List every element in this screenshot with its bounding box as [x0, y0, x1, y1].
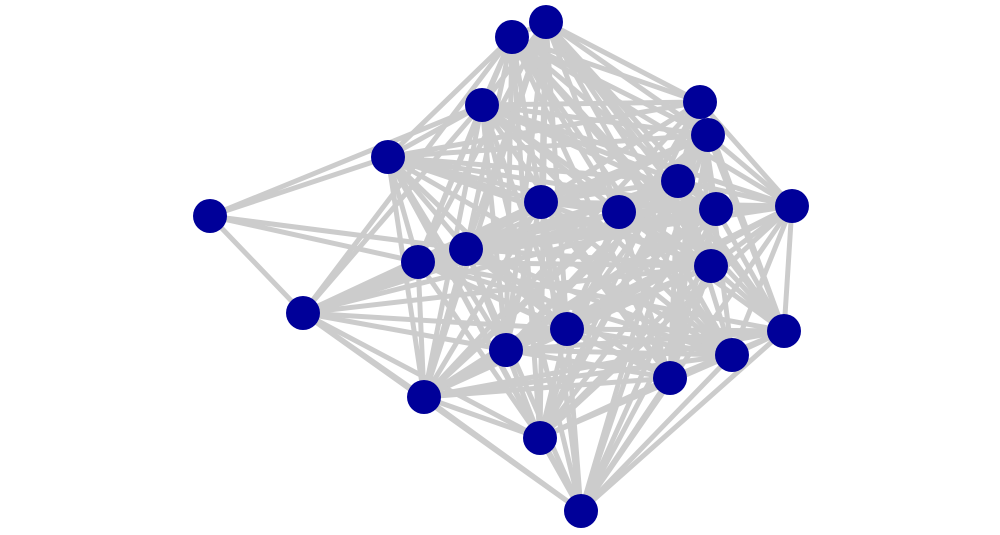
edge: [537, 375, 673, 441]
node: [449, 232, 483, 266]
node: [401, 245, 435, 279]
node: [775, 189, 809, 223]
edge: [578, 375, 673, 514]
node: [495, 20, 529, 54]
node: [653, 361, 687, 395]
node: [694, 249, 728, 283]
edge: [421, 203, 795, 400]
node: [193, 199, 227, 233]
edge: [537, 203, 795, 441]
node: [602, 195, 636, 229]
node: [564, 494, 598, 528]
edge: [503, 328, 787, 353]
edge: [675, 178, 795, 209]
edge: [207, 154, 391, 219]
edge: [509, 34, 795, 209]
node: [523, 421, 557, 455]
node: [524, 185, 558, 219]
node: [529, 5, 563, 39]
edge: [300, 259, 421, 316]
edge: [421, 375, 673, 400]
nodes: [193, 5, 809, 528]
edge: [479, 99, 703, 108]
edge: [543, 19, 703, 105]
edge: [300, 102, 485, 316]
node: [683, 85, 717, 119]
node: [550, 312, 584, 346]
edge: [300, 310, 509, 353]
node: [715, 338, 749, 372]
node: [489, 333, 523, 367]
edge: [415, 259, 543, 441]
node: [286, 296, 320, 330]
edge: [385, 99, 703, 160]
node: [661, 164, 695, 198]
node: [371, 140, 405, 174]
edge: [509, 34, 703, 105]
edge: [543, 19, 570, 332]
edge: [421, 394, 543, 441]
edge: [207, 213, 306, 316]
edge: [781, 203, 795, 334]
edge: [564, 326, 787, 334]
edge: [421, 206, 719, 400]
edge: [385, 154, 681, 184]
edge: [697, 99, 795, 209]
edge: [300, 310, 543, 441]
edge: [479, 102, 795, 209]
node: [465, 88, 499, 122]
edge: [503, 347, 673, 381]
edge: [578, 352, 735, 514]
edge: [300, 310, 570, 332]
node: [699, 192, 733, 226]
edge: [538, 178, 681, 205]
node: [691, 118, 725, 152]
edge: [705, 132, 795, 209]
edge: [385, 132, 711, 160]
edge: [578, 328, 787, 514]
edge: [421, 394, 584, 514]
edge: [207, 102, 485, 219]
edge: [207, 213, 469, 252]
node: [407, 380, 441, 414]
edge: [207, 213, 421, 265]
edge: [415, 259, 787, 334]
edge: [300, 263, 714, 316]
edge: [667, 263, 714, 381]
edge: [503, 347, 735, 358]
node: [767, 314, 801, 348]
edge: [421, 352, 735, 400]
